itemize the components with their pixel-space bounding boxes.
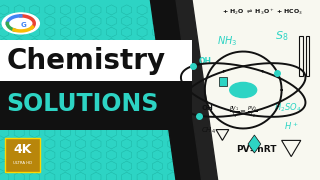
Text: $H_2SO_4$: $H_2SO_4$	[274, 102, 302, 114]
FancyBboxPatch shape	[0, 40, 192, 85]
Polygon shape	[176, 0, 218, 180]
Text: ULTRA HD: ULTRA HD	[13, 161, 32, 165]
FancyBboxPatch shape	[5, 138, 40, 172]
Text: $S_8$: $S_8$	[275, 29, 288, 43]
Bar	[306, 36, 309, 76]
Text: Chemistry: Chemistry	[6, 47, 165, 75]
Polygon shape	[150, 0, 202, 180]
Bar	[219, 76, 227, 86]
Text: 4K: 4K	[13, 143, 32, 156]
Text: $H^+$: $H^+$	[284, 120, 299, 132]
Text: + H$_2$O $\rightleftharpoons$ H$_3$O$^+$ + HCO$_3$: + H$_2$O $\rightleftharpoons$ H$_3$O$^+$…	[222, 8, 303, 17]
Text: $\mathit{NH_3}$: $\mathit{NH_3}$	[217, 35, 237, 48]
FancyBboxPatch shape	[0, 81, 192, 130]
Text: OH: OH	[202, 105, 214, 111]
Polygon shape	[0, 0, 198, 180]
Text: G: G	[20, 22, 26, 28]
Bar	[299, 36, 303, 76]
Circle shape	[2, 13, 39, 34]
Circle shape	[230, 82, 257, 98]
Text: $CH_4$: $CH_4$	[201, 126, 215, 136]
Polygon shape	[248, 135, 261, 153]
Polygon shape	[192, 0, 320, 180]
Text: PV=nRT: PV=nRT	[236, 145, 276, 154]
Text: OH: OH	[198, 57, 211, 66]
Text: SOLUTIONS: SOLUTIONS	[6, 92, 159, 116]
Text: $\frac{PV_1}{T_1}=\frac{PV_2}{T_2}$: $\frac{PV_1}{T_1}=\frac{PV_2}{T_2}$	[229, 104, 258, 120]
